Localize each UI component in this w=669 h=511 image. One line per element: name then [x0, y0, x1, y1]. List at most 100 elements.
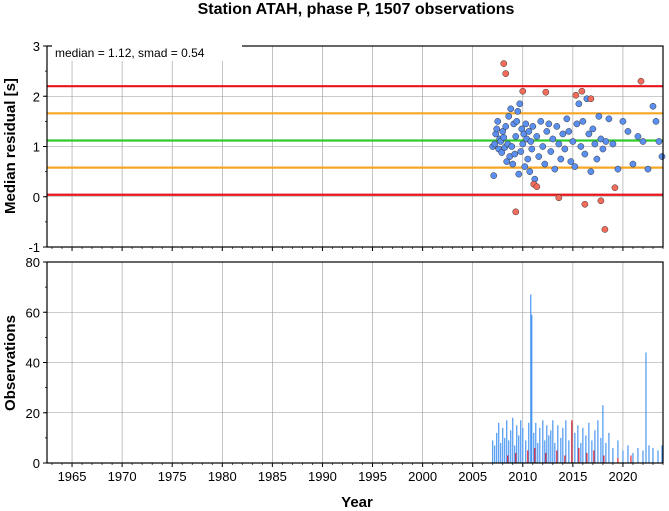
- residual-point: [545, 120, 553, 128]
- residual-point: [611, 184, 619, 192]
- residual-point: [551, 165, 559, 173]
- y-tick-label: 60: [26, 305, 40, 320]
- x-tick-label: 2015: [558, 469, 587, 484]
- residual-point: [652, 118, 660, 125]
- residual-point: [535, 153, 543, 160]
- residual-point: [503, 158, 511, 165]
- residual-point: [507, 105, 515, 113]
- residual-point: [581, 200, 589, 208]
- residual-point: [549, 135, 557, 143]
- y-tick-label: 1: [33, 140, 40, 155]
- residual-point: [637, 77, 645, 85]
- annotation-box: median = 1.12, smad = 0.54: [52, 45, 242, 61]
- residual-point: [494, 118, 502, 125]
- residual-point: [524, 155, 532, 163]
- residual-point: [511, 150, 519, 158]
- chart-title: Station ATAH, phase P, 1507 observations: [198, 1, 515, 18]
- residual-point: [490, 172, 498, 179]
- x-tick-label: 2020: [608, 469, 637, 484]
- residual-point: [597, 197, 605, 205]
- y-tick-label: 80: [26, 255, 40, 270]
- x-tick-label: 2005: [458, 469, 487, 484]
- residual-point: [508, 143, 516, 150]
- residual-panel: -1 0 1 2 3: [28, 39, 666, 255]
- residual-point: [547, 148, 555, 155]
- residual-point: [513, 118, 521, 125]
- residual-point: [512, 208, 520, 216]
- residual-y-axis-label: Median residual [s]: [2, 78, 19, 214]
- residual-point: [521, 163, 529, 170]
- residual-point: [525, 128, 533, 135]
- residual-point: [533, 133, 541, 140]
- residual-point: [526, 168, 534, 175]
- observations-y-axis-label: Observations: [2, 315, 19, 411]
- residual-point: [553, 123, 561, 130]
- y-tick-label: 0: [33, 190, 40, 205]
- residual-point: [555, 194, 563, 202]
- residual-point: [539, 143, 547, 150]
- residual-point: [528, 145, 536, 153]
- residual-point: [572, 91, 580, 99]
- residual-point: [543, 128, 551, 135]
- observations-panel: 0 20 40 60 80 1965 1970 1975 1980 1985 1990 1995 200…: [26, 255, 664, 484]
- residual-point: [649, 102, 657, 110]
- residual-point: [502, 70, 510, 77]
- residual-point: [578, 87, 586, 95]
- residual-point: [609, 140, 617, 148]
- residual-point: [599, 145, 607, 153]
- residual-point: [619, 118, 627, 125]
- residual-point: [509, 160, 517, 168]
- x-tick-label: 1985: [258, 469, 287, 484]
- y-tick-label: -1: [28, 240, 40, 255]
- residual-point: [559, 130, 567, 138]
- residual-point: [533, 183, 541, 191]
- residual-point: [634, 133, 642, 140]
- residual-point: [644, 165, 652, 173]
- x-tick-label: 1965: [58, 469, 87, 484]
- residual-point: [527, 138, 535, 145]
- y-tick-label: 2: [33, 89, 40, 104]
- residual-point: [585, 130, 593, 138]
- y-tick-label: 0: [33, 456, 40, 471]
- residual-point: [589, 125, 597, 133]
- residual-point: [541, 160, 549, 168]
- residual-point: [557, 155, 565, 163]
- plot-frame: [46, 45, 664, 248]
- residual-point: [515, 170, 523, 178]
- residual-point: [537, 118, 545, 125]
- residual-point: [512, 133, 520, 140]
- residual-point: [519, 140, 527, 148]
- x-tick-label: 1990: [308, 469, 337, 484]
- residual-point: [587, 168, 595, 175]
- residual-point: [498, 149, 506, 156]
- residual-point: [569, 138, 577, 145]
- residual-point: [516, 100, 524, 108]
- y-tick-label: 20: [26, 406, 40, 421]
- residual-point: [639, 138, 647, 145]
- residual-point: [500, 134, 508, 141]
- y-tick-label: 40: [26, 356, 40, 371]
- residual-point: [519, 87, 527, 95]
- residual-point: [491, 140, 499, 148]
- residual-point: [514, 107, 522, 115]
- residual-point: [517, 148, 525, 155]
- residual-point: [658, 153, 666, 160]
- x-tick-label: 1975: [158, 469, 187, 484]
- residual-point: [577, 143, 585, 150]
- residual-point: [587, 95, 595, 103]
- residual-point: [655, 138, 663, 145]
- residual-point: [614, 165, 622, 173]
- residual-point: [505, 113, 513, 120]
- residual-point: [561, 145, 569, 153]
- residual-point: [567, 158, 575, 165]
- residual-point: [529, 123, 537, 130]
- x-tick-label: 1995: [358, 469, 387, 484]
- residual-point: [605, 115, 613, 123]
- residual-point: [595, 113, 603, 120]
- residual-point: [500, 60, 508, 67]
- residual-point: [593, 155, 601, 163]
- residual-point: [555, 140, 563, 148]
- x-axis-label: Year: [341, 494, 373, 511]
- residual-point: [601, 226, 609, 233]
